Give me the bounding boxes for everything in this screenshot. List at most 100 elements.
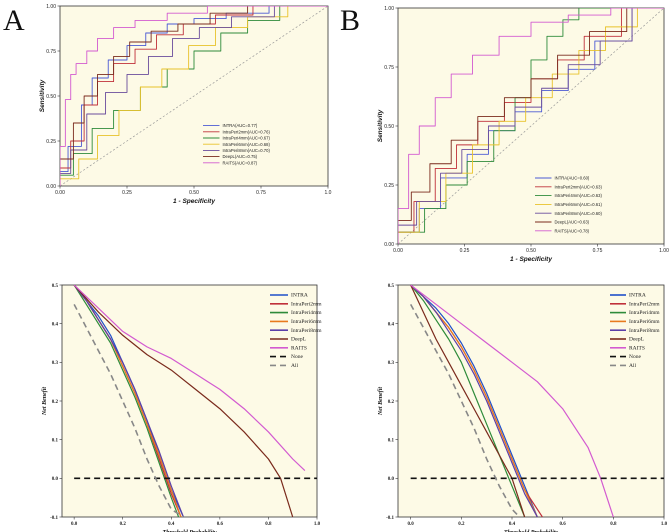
series-line-deepl-auc-0-63- (398, 8, 664, 244)
legend-label: DeepL (291, 337, 307, 343)
x-tick-label: 1.0 (661, 522, 668, 527)
x-tick-label: 0.6 (217, 522, 224, 527)
legend-label: IntraPeri2mm(AUC=0.63) (555, 184, 603, 189)
x-tick-label: 1.00 (659, 248, 669, 254)
x-axis-label: Threshold Probability (504, 530, 559, 532)
legend-label: RAITS(AUC=0.87) (223, 160, 258, 165)
x-tick-label: 0.50 (189, 190, 199, 196)
x-tick-label: 0.00 (55, 190, 65, 196)
y-tick-label: 0.1 (52, 438, 59, 443)
series-line-all (73, 303, 184, 517)
legend-label: IntraPeri8mm(AUC=0.70) (223, 148, 271, 153)
series-line-deepl (73, 285, 294, 517)
series-group (409, 285, 664, 517)
legend-label: INTRA(AUC=0.60) (555, 176, 590, 181)
legend-label: RAITS (291, 345, 307, 351)
y-tick-label: 0.50 (384, 124, 394, 130)
legend-label: IntraPeri2mm (629, 301, 660, 307)
series-line-intra-auc-0-77- (60, 6, 328, 186)
x-tick-label: 0.25 (122, 190, 132, 196)
y-axis-label: Sensitivity (377, 109, 384, 142)
x-tick-label: 0.2 (120, 522, 127, 527)
y-tick-label: -0.1 (50, 516, 58, 521)
legend-label: IntraPeri8mm(AUC=0.60) (555, 211, 603, 216)
legend-label: IntraPeri4mm (291, 310, 322, 316)
series-line-intraperi8mm (410, 285, 538, 517)
series-line-deepl-auc-0-75- (60, 6, 328, 186)
series-line-raits (73, 285, 306, 472)
x-axis-label: 1 - Specificity (510, 256, 552, 263)
y-tick-label: 0.3 (52, 361, 59, 366)
legend-label: IntraPeri2mm(AUC=0.76) (223, 129, 271, 134)
x-tick-label: 0.4 (509, 522, 516, 527)
y-tick-label: 0.00 (384, 242, 394, 248)
y-tick-label: 0.3 (388, 361, 395, 366)
series-group (60, 6, 328, 186)
plot-area (397, 284, 665, 518)
legend-label: RAITS (629, 345, 645, 351)
legend-label: IntraPeri8mm (629, 328, 660, 334)
x-axis-label: 1 - Specificity (173, 198, 215, 205)
series-line-raits-auc-0-78- (398, 8, 664, 244)
x-tick-label: 0.75 (256, 190, 266, 196)
legend-label: None (291, 354, 303, 360)
y-tick-label: 0.5 (388, 284, 395, 289)
y-tick-label: 0.5 (52, 284, 59, 289)
roc-chart-b: 0.00 0.25 0.50 0.75 1.00 0.00 0.25 0.50 0.75 1.00… (377, 6, 669, 263)
legend: INTRA(AUC=0.60) IntraPeri2mm(AUC=0.63) Int… (535, 176, 603, 233)
y-tick-label: 0.25 (46, 139, 56, 145)
dca-chart-b: 0.0 0.2 0.4 0.6 0.8 1.0 -0.1 0.0 0.1 0.2 0.3 0.4 0.5… (378, 284, 668, 532)
x-tick-label: 0.50 (526, 248, 536, 254)
roc-chart-a: 0.00 0.25 0.50 0.75 1.0 0.00 0.25 0.50 0.75 1.00 1… (39, 4, 332, 205)
series-line-intraperi8mm-auc-0-70- (60, 6, 328, 186)
legend-label: INTRA (291, 293, 308, 299)
legend-label: INTRA(AUC=0.77) (223, 123, 258, 128)
x-tick-label: 0.6 (560, 522, 567, 527)
x-tick-label: 0.4 (168, 522, 175, 527)
series-line-raits-auc-0-87- (60, 6, 328, 186)
legend-label: INTRA (629, 293, 646, 299)
legend-label: IntraPeri6mm(AUC=0.68) (223, 142, 271, 147)
series-line-intraperi8mm (73, 285, 184, 517)
y-tick-label: 0.4 (52, 322, 59, 327)
legend-label: IntraPeri6mm (291, 319, 322, 325)
series-group (73, 285, 317, 517)
series-line-all (409, 303, 521, 517)
y-axis-label: Sensitivity (39, 79, 46, 112)
x-tick-label: 0.00 (393, 248, 403, 254)
y-tick-label: 0.2 (52, 400, 59, 405)
x-axis-label: Threshold Probability (162, 530, 217, 532)
x-tick-label: 0.0 (408, 522, 415, 527)
y-tick-label: 0.2 (388, 400, 395, 405)
y-tick-label: 1.00 (46, 4, 56, 10)
x-tick-label: 0.8 (265, 522, 272, 527)
legend-label: RAITS(AUC=0.78) (555, 228, 590, 233)
x-tick-label: 0.25 (460, 248, 470, 254)
series-line-intraperi8mm-auc-0-60- (398, 8, 664, 244)
legend-label: None (629, 354, 641, 360)
chance-diagonal (60, 6, 328, 186)
legend: INTRA IntraPeri2mm IntraPeri4mm IntraPeri6m… (610, 293, 660, 369)
series-line-intra (410, 285, 538, 517)
series-line-deepl (410, 285, 526, 517)
y-tick-label: 0.1 (388, 438, 395, 443)
legend-label: IntraPeri8mm (291, 328, 322, 334)
legend: INTRA(AUC=0.77)IntraPeri2mm(AUC=0.76) Int… (203, 123, 270, 165)
y-axis-label: Net Benefit (42, 387, 48, 416)
legend-label: All (629, 363, 637, 369)
y-tick-label: 0.75 (46, 49, 56, 55)
y-tick-label: 0.0 (52, 477, 59, 482)
series-line-raits (410, 285, 614, 517)
legend: INTRA IntraPeri2mm IntraPeri4mm IntraPeri6m… (270, 293, 322, 369)
y-tick-label: 0.00 (46, 184, 56, 190)
legend-label: IntraPeri4mm (629, 310, 660, 316)
x-tick-label: 0.0 (71, 522, 78, 527)
y-tick-label: 0.25 (384, 183, 394, 189)
dca-chart-a: 0.0 0.2 0.4 0.6 0.8 1.0 -0.1 0.0 0.1 0.2 0.3 0.4 0.5… (42, 284, 322, 532)
x-tick-label: 0.2 (458, 522, 465, 527)
legend-label: All (291, 363, 299, 369)
y-tick-label: 0.75 (384, 65, 394, 71)
y-tick-label: 0.50 (46, 94, 56, 100)
legend-label: IntraPeri2mm (291, 301, 322, 307)
